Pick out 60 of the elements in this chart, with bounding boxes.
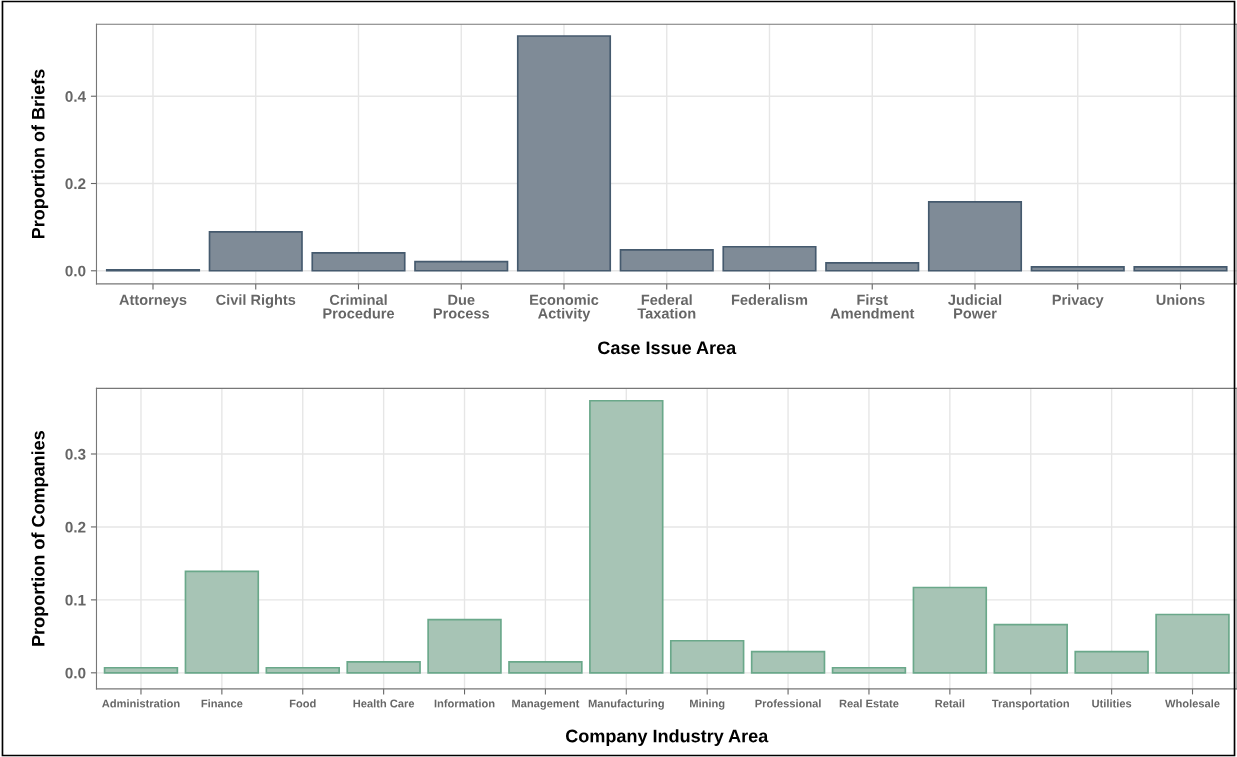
bar	[508, 661, 583, 674]
y-tick-label: 0.1	[65, 594, 86, 606]
y-tick-label: 0.0	[65, 667, 86, 679]
x-tick-label: Federalism	[731, 294, 808, 305]
y-tick-label: 0.2	[65, 521, 86, 533]
bar	[184, 570, 260, 674]
x-tick-label: Food	[289, 699, 316, 708]
x-tick-label: Finance	[201, 699, 243, 708]
x-tick-label: Judicial Power	[948, 294, 1002, 319]
bar	[1155, 613, 1230, 674]
bar	[669, 639, 745, 674]
bar	[619, 249, 714, 272]
bar	[346, 661, 421, 674]
y-tick-label: 0.4	[65, 91, 86, 102]
x-tick-label: Unions	[1156, 294, 1205, 305]
bar	[265, 666, 340, 674]
x-tick-label: Due Process	[433, 294, 490, 319]
bar	[1074, 650, 1149, 674]
x-tick-label: Transportation	[991, 699, 1069, 710]
bar	[750, 650, 826, 674]
bar	[993, 623, 1068, 674]
y-tick-label: 0.3	[65, 448, 86, 460]
bar	[103, 666, 179, 674]
x-tick-label: Attorneys	[119, 294, 187, 308]
x-tick-label: Health Care	[353, 699, 415, 708]
x-axis-title: Company Industry Area	[565, 729, 769, 746]
bar	[1030, 266, 1125, 272]
bar	[831, 666, 907, 674]
bar	[516, 35, 612, 272]
y-tick-label: 0.2	[65, 178, 86, 190]
x-tick-label: Economic Activity	[530, 294, 599, 322]
bar	[1133, 266, 1228, 272]
x-tick-label: Civil Rights	[216, 294, 296, 308]
y-axis-title: Proportion of Briefs	[31, 69, 49, 239]
bar	[427, 618, 502, 674]
x-tick-label: Federal Taxation	[637, 294, 696, 319]
bar	[825, 262, 920, 272]
x-tick-label: Wholesale	[1165, 699, 1220, 708]
x-tick-label: Management	[512, 699, 580, 710]
x-tick-label: Retail	[935, 699, 965, 708]
bar	[912, 586, 988, 674]
x-tick-label: Administration	[102, 699, 180, 708]
x-tick-label: First Amendment	[830, 294, 915, 319]
x-tick-label: Utilities	[1092, 699, 1132, 708]
bar	[927, 200, 1023, 272]
x-tick-label: Real Estate	[839, 699, 899, 708]
bar	[311, 252, 406, 272]
x-tick-label: Information	[434, 699, 495, 708]
x-tick-label: Criminal Procedure	[323, 294, 395, 319]
x-tick-label: Mining	[690, 699, 725, 710]
x-tick-label: Professional	[755, 699, 821, 708]
bar	[589, 399, 664, 674]
x-axis-title: Case Issue Area	[598, 341, 737, 355]
bar	[722, 245, 817, 272]
bar	[414, 260, 509, 272]
y-tick-label: 0.0	[65, 265, 86, 277]
bar	[208, 231, 303, 272]
x-tick-label: Privacy	[1052, 294, 1104, 308]
x-tick-label: Manufacturing	[588, 699, 664, 710]
y-axis-title: Proportion of Companies	[31, 431, 49, 646]
